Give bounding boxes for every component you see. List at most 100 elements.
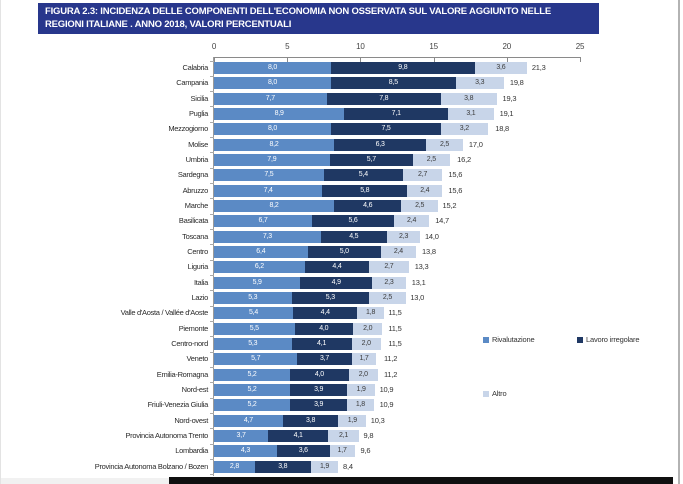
bar-segment-lavoro-irregolare: 9,8 xyxy=(331,62,475,74)
bar-segment-lavoro-irregolare: 4,5 xyxy=(320,230,387,243)
bar-segment-lavoro-irregolare: 3,8 xyxy=(282,414,339,427)
x-axis-tick-label: 20 xyxy=(502,42,512,51)
bar-value-label: 8,5 xyxy=(388,79,398,87)
bar-value-label: 7,5 xyxy=(381,125,391,133)
bar-segment-altro: 3,2 xyxy=(440,123,488,136)
x-axis-tick-label: 25 xyxy=(575,42,585,51)
bar-segment-altro: 1,9 xyxy=(310,460,339,473)
bar-total-label: 11,5 xyxy=(388,308,402,318)
bar-segment-lavoro-irregolare: 4,0 xyxy=(290,368,349,381)
bar-row: 8,2 4,6 2,5 xyxy=(214,199,438,212)
region-label: Basilicata xyxy=(178,216,208,226)
category-axis-tick xyxy=(210,473,214,475)
bar-row: 5,3 5,3 2,5 xyxy=(214,291,406,304)
bar-row: 6,2 4,4 2,7 xyxy=(214,261,409,274)
legend-item-altro: Altro xyxy=(483,389,507,398)
category-axis-tick xyxy=(210,443,214,445)
bar-value-label: 2,0 xyxy=(361,339,371,347)
bar-value-label: 8,9 xyxy=(274,109,284,117)
category-axis-tick xyxy=(210,459,214,461)
bar-total-label: 14,7 xyxy=(435,216,450,226)
bar-row: 4,3 3,6 1,7 xyxy=(214,445,355,458)
bar-segment-lavoro-irregolare: 5,4 xyxy=(323,169,403,182)
bar-value-label: 6,2 xyxy=(254,263,264,271)
bar-segment-altro: 3,8 xyxy=(440,92,497,105)
category-axis-tick xyxy=(210,367,214,369)
bar-value-label: 2,4 xyxy=(393,247,403,255)
region-label: Molise xyxy=(188,139,208,149)
bar-row: 5,3 4,1 2,0 xyxy=(214,337,381,350)
region-label: Marche xyxy=(184,200,209,210)
bar-row: 8,9 7,1 3,1 xyxy=(214,107,494,120)
bar-value-label: 8,2 xyxy=(269,201,279,209)
bar-segment-altro: 2,3 xyxy=(372,276,406,289)
legend-item-lavoro-irregolare: Lavoro irregolare xyxy=(577,335,639,344)
region-label: Campania xyxy=(176,78,208,88)
category-axis-tick xyxy=(210,213,214,215)
bar-row: 5,2 4,0 2,0 xyxy=(214,368,378,381)
bar-value-label: 5,3 xyxy=(248,293,258,301)
bar-value-label: 4,6 xyxy=(363,201,373,209)
bar-segment-altro: 2,0 xyxy=(348,368,378,381)
region-label: Mezzogiorno xyxy=(168,124,208,134)
bar-total-label: 19,8 xyxy=(509,78,524,88)
bar-segment-lavoro-irregolare: 5,3 xyxy=(291,291,370,304)
x-axis-tick-label: 10 xyxy=(356,42,365,51)
bar-value-label: 8,2 xyxy=(269,140,279,148)
bar-value-label: 5,2 xyxy=(247,370,257,378)
bar-segment-altro: 1,9 xyxy=(347,383,376,396)
bar-total-label: 21,3 xyxy=(531,63,546,72)
bar-total-label: 13,1 xyxy=(411,277,426,287)
bar-value-label: 7,8 xyxy=(379,94,389,102)
bar-total-label: 19,3 xyxy=(502,93,517,103)
region-label: Puglia xyxy=(188,108,208,118)
category-axis-tick xyxy=(210,259,214,261)
bar-segment-lavoro-irregolare: 4,0 xyxy=(294,322,354,335)
bar-row: 8,2 6,3 2,5 xyxy=(214,138,463,151)
bar-value-label: 1,8 xyxy=(355,401,365,409)
bar-total-label: 9,8 xyxy=(363,430,374,440)
bar-segment-altro: 3,6 xyxy=(474,62,528,74)
bar-segment-altro: 2,4 xyxy=(407,184,443,197)
bar-total-label: 15,6 xyxy=(448,170,463,180)
bar-row: 5,9 4,9 2,3 xyxy=(214,276,406,289)
category-axis-tick xyxy=(210,229,214,231)
bar-value-label: 4,4 xyxy=(320,309,330,317)
region-label: Centro xyxy=(187,246,208,256)
bar-segment-rivalutazione: 5,2 xyxy=(214,368,291,381)
bar-segment-altro: 2,5 xyxy=(426,138,463,151)
bar-segment-lavoro-irregolare: 7,8 xyxy=(326,92,441,105)
region-label: Centro-nord xyxy=(171,338,208,348)
region-label: Umbria xyxy=(185,154,209,164)
bar-segment-altro: 1,7 xyxy=(351,353,377,366)
x-axis-tick-mark xyxy=(214,57,215,62)
bar-value-label: 7,7 xyxy=(265,94,275,102)
bar-segment-rivalutazione: 6,2 xyxy=(214,261,305,274)
bar-row: 3,7 4,1 2,1 xyxy=(214,429,359,442)
category-axis-tick xyxy=(210,75,214,77)
bar-row: 5,2 3,9 1,9 xyxy=(214,383,376,396)
bar-value-label: 2,5 xyxy=(382,293,393,301)
bar-segment-lavoro-irregolare: 4,1 xyxy=(291,337,352,350)
bar-value-label: 3,8 xyxy=(464,94,474,102)
bar-segment-altro: 2,0 xyxy=(353,322,383,335)
bar-row: 5,2 3,9 1,8 xyxy=(214,399,374,412)
bar-value-label: 5,3 xyxy=(248,339,258,347)
region-label: Valle d'Aosta / Vallée d'Aoste xyxy=(120,308,209,318)
bar-value-label: 2,8 xyxy=(229,462,240,470)
category-axis-tick xyxy=(210,351,214,353)
bar-total-label: 11,2 xyxy=(383,354,398,364)
bar-segment-rivalutazione: 8,2 xyxy=(214,138,335,151)
bar-segment-rivalutazione: 7,3 xyxy=(214,230,321,243)
bar-value-label: 1,9 xyxy=(347,416,357,424)
bar-segment-rivalutazione: 5,3 xyxy=(214,337,292,350)
region-label: Piemonte xyxy=(178,323,209,333)
bar-segment-altro: 3,3 xyxy=(455,77,504,90)
bar-segment-altro: 2,1 xyxy=(328,429,359,442)
bar-segment-rivalutazione: 4,3 xyxy=(214,445,277,458)
bar-segment-rivalutazione: 5,5 xyxy=(214,322,295,335)
bar-total-label: 13,8 xyxy=(422,246,436,256)
bar-segment-lavoro-irregolare: 3,8 xyxy=(254,460,311,473)
bar-segment-altro: 2,5 xyxy=(413,153,450,166)
next-element-dark-strip xyxy=(169,477,673,484)
